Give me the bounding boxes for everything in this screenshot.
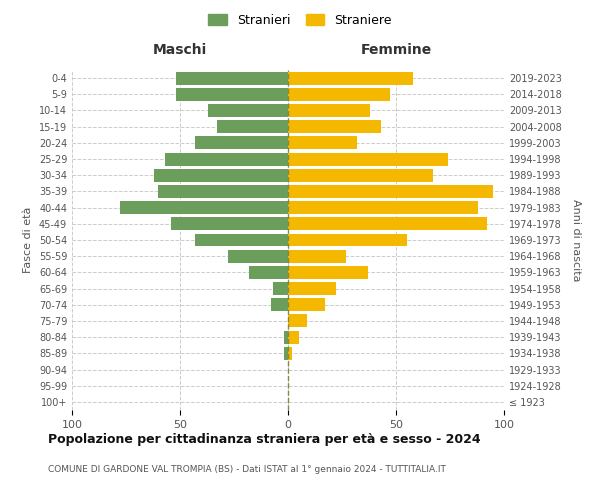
Bar <box>284 330 288 344</box>
Legend: Stranieri, Straniere: Stranieri, Straniere <box>203 8 397 32</box>
Bar <box>288 104 370 117</box>
Bar <box>119 201 288 214</box>
Y-axis label: Fasce di età: Fasce di età <box>23 207 33 273</box>
Bar <box>195 234 288 246</box>
Bar <box>217 120 288 133</box>
Text: Femmine: Femmine <box>361 44 431 58</box>
Bar <box>288 169 433 181</box>
Bar <box>288 88 389 101</box>
Bar <box>288 250 346 262</box>
Bar <box>288 234 407 246</box>
Bar <box>288 201 478 214</box>
Bar <box>208 104 288 117</box>
Bar <box>249 266 288 279</box>
Bar <box>288 185 493 198</box>
Text: COMUNE DI GARDONE VAL TROMPIA (BS) - Dati ISTAT al 1° gennaio 2024 - TUTTITALIA.: COMUNE DI GARDONE VAL TROMPIA (BS) - Dat… <box>48 466 446 474</box>
Bar <box>227 250 288 262</box>
Bar <box>195 136 288 149</box>
Bar <box>288 120 381 133</box>
Bar <box>288 298 325 311</box>
Bar <box>271 298 288 311</box>
Bar <box>176 88 288 101</box>
Bar <box>288 136 357 149</box>
Bar <box>288 152 448 166</box>
Bar <box>172 218 288 230</box>
Bar <box>176 72 288 85</box>
Y-axis label: Anni di nascita: Anni di nascita <box>571 198 581 281</box>
Bar <box>273 282 288 295</box>
Bar <box>288 282 335 295</box>
Bar <box>154 169 288 181</box>
Bar <box>288 266 368 279</box>
Text: Maschi: Maschi <box>153 44 207 58</box>
Text: Popolazione per cittadinanza straniera per età e sesso - 2024: Popolazione per cittadinanza straniera p… <box>48 432 481 446</box>
Bar <box>288 72 413 85</box>
Bar <box>165 152 288 166</box>
Bar <box>288 347 292 360</box>
Bar <box>288 218 487 230</box>
Bar <box>158 185 288 198</box>
Bar <box>288 330 299 344</box>
Bar <box>288 314 307 328</box>
Bar <box>284 347 288 360</box>
